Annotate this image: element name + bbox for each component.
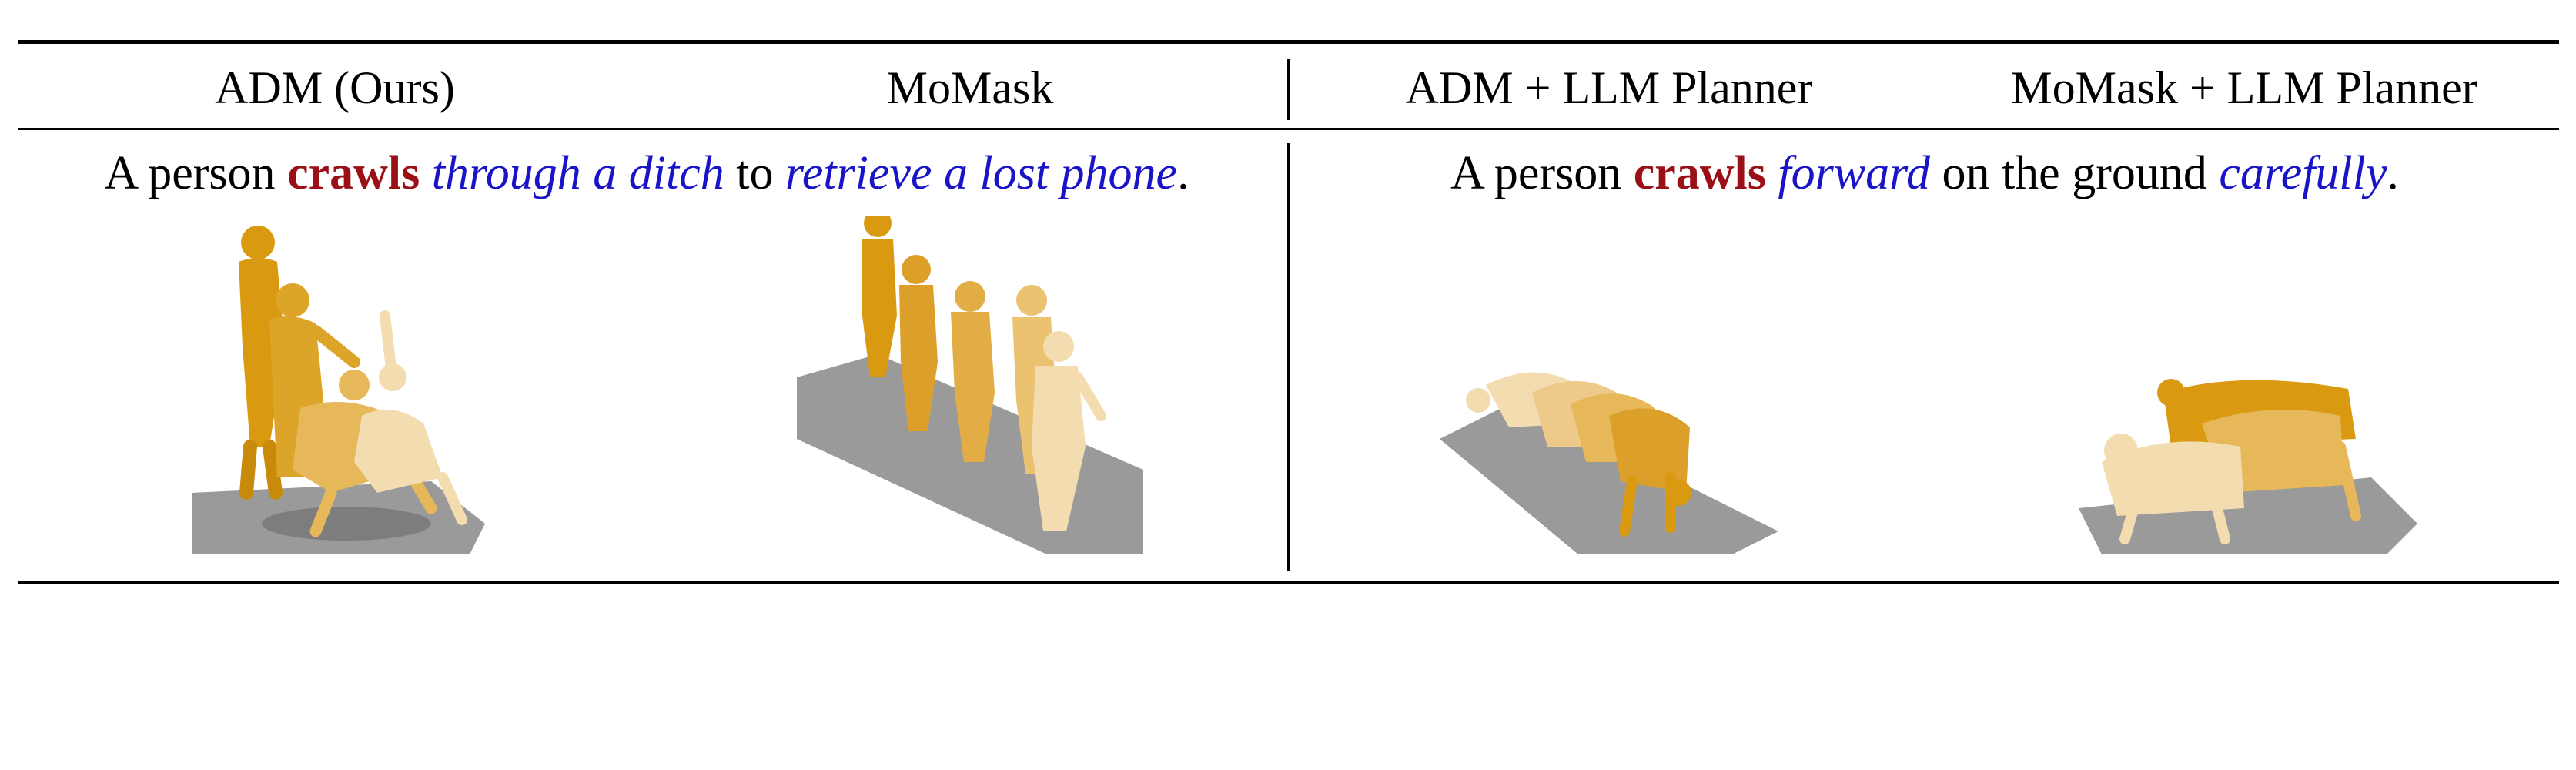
ground-shadow bbox=[262, 507, 431, 541]
body-pose bbox=[2102, 434, 2244, 544]
caption-modifier: through a ditch bbox=[431, 147, 724, 199]
caption-right: A person crawls forward on the ground ca… bbox=[1301, 139, 2548, 208]
caption-text: on the ground bbox=[1929, 147, 2220, 199]
caption-modifier: forward bbox=[1778, 147, 1930, 199]
caption-text: to bbox=[724, 147, 785, 199]
table-top-rule bbox=[18, 40, 2559, 44]
caption-verb: crawls bbox=[287, 147, 420, 199]
caption-text bbox=[1766, 147, 1778, 199]
motion-figure-momask bbox=[785, 216, 1170, 562]
header-momask-llm-planner: MoMask + LLM Planner bbox=[2011, 62, 2477, 113]
caption-modifier: carefully bbox=[2219, 147, 2387, 199]
caption-verb: crawls bbox=[1633, 147, 1766, 199]
caption-text: A person bbox=[1450, 147, 1634, 199]
motion-figure-adm-ours bbox=[177, 216, 500, 562]
caption-left: A person crawls through a ditch to retri… bbox=[23, 139, 1270, 208]
header-adm-ours: ADM (Ours) bbox=[215, 62, 455, 113]
column-separator-body bbox=[1287, 143, 1290, 571]
body-pose bbox=[899, 255, 938, 431]
caption-text bbox=[420, 147, 432, 199]
header-momask: MoMask bbox=[886, 62, 1054, 113]
body-pose bbox=[951, 281, 995, 462]
motion-figure-momask-llm-planner bbox=[2048, 216, 2433, 562]
caption-text: . bbox=[1177, 147, 1189, 199]
caption-text: . bbox=[2387, 147, 2399, 199]
body-pose bbox=[1032, 331, 1106, 531]
table-bottom-rule bbox=[18, 581, 2559, 584]
motion-figure-adm-llm-planner bbox=[1424, 216, 1794, 562]
header-adm-llm-planner: ADM + LLM Planner bbox=[1405, 62, 1813, 113]
column-separator-header bbox=[1287, 59, 1290, 120]
ground-plane bbox=[2079, 477, 2417, 554]
caption-modifier: retrieve a lost phone bbox=[785, 147, 1178, 199]
ground-plane bbox=[1440, 400, 1778, 554]
caption-text: A person bbox=[104, 147, 288, 199]
table-header-rule bbox=[18, 128, 2559, 130]
body-pose bbox=[862, 216, 897, 377]
body-pose bbox=[1609, 408, 1691, 537]
body-pose bbox=[354, 310, 467, 525]
